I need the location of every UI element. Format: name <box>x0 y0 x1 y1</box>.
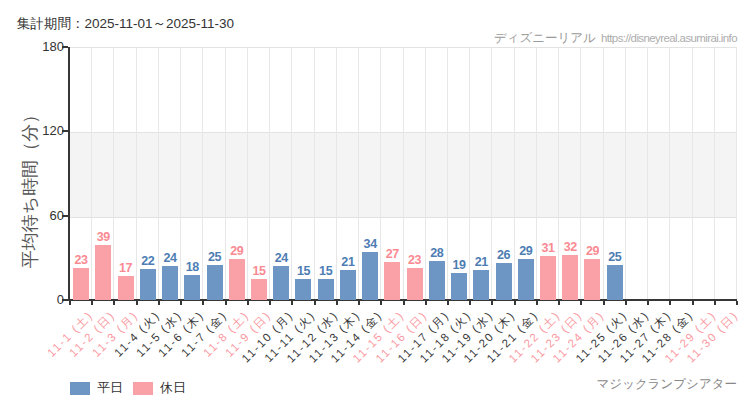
attraction-name: マジックランプシアター <box>597 376 737 393</box>
y-tick-label: 60 <box>0 208 64 223</box>
x-tick <box>247 301 249 305</box>
band-60-120 <box>70 132 737 216</box>
y-tick-label: 120 <box>0 123 64 138</box>
x-tick <box>491 301 493 305</box>
x-tick <box>514 301 516 305</box>
bar-11-23 <box>562 255 578 300</box>
bar-11-18 <box>451 273 467 300</box>
bar-11-6 <box>184 275 200 300</box>
x-tick <box>603 301 605 305</box>
v-gridline <box>514 48 515 301</box>
v-gridline <box>380 48 381 301</box>
bar-11-3 <box>118 276 134 300</box>
bar-11-4 <box>140 269 156 300</box>
period-title: 集計期間：2025-11-01～2025-11-30 <box>17 15 234 33</box>
bar-11-24 <box>584 259 600 300</box>
bar-value-label: 25 <box>598 250 632 264</box>
x-tick <box>113 301 115 305</box>
holiday-color-swatch <box>133 382 153 395</box>
x-tick <box>669 301 671 305</box>
bar-11-9 <box>251 279 267 300</box>
legend-weekday-label: 平日 <box>97 379 123 397</box>
x-tick <box>69 301 71 305</box>
v-gridline <box>714 48 715 301</box>
weekday-color-swatch <box>70 382 90 395</box>
legend-item-holiday: 休日 <box>133 379 186 397</box>
wait-time-chart-page: 集計期間：2025-11-01～2025-11-30 ディズニーリアル http… <box>0 0 750 410</box>
x-tick <box>202 301 204 305</box>
v-gridline <box>692 48 693 301</box>
x-tick <box>469 301 471 305</box>
v-gridline <box>580 48 581 301</box>
bar-11-7 <box>207 265 223 300</box>
x-tick <box>358 301 360 305</box>
bar-11-1 <box>73 268 89 300</box>
v-gridline <box>736 48 737 301</box>
v-gridline <box>558 48 559 301</box>
watermark: ディズニーリアル https://disneyreal.asumirai.inf… <box>494 30 737 47</box>
x-tick <box>225 301 227 305</box>
bar-11-20 <box>496 263 512 300</box>
v-gridline <box>536 48 537 301</box>
legend: 平日 休日 <box>70 379 196 397</box>
site-name: ディズニーリアル <box>494 30 596 47</box>
v-gridline <box>647 48 648 301</box>
y-tick-label: 0 <box>0 292 64 307</box>
bar-11-12 <box>318 279 334 300</box>
x-tick <box>625 301 627 305</box>
bar-11-19 <box>473 270 489 300</box>
x-tick <box>403 301 405 305</box>
bar-11-11 <box>295 279 311 300</box>
x-tick <box>91 301 93 305</box>
bar-value-label: 39 <box>86 230 120 244</box>
bar-value-label: 21 <box>331 255 365 269</box>
y-tick-label: 180 <box>0 39 64 54</box>
v-gridline <box>669 48 670 301</box>
x-tick <box>380 301 382 305</box>
legend-item-weekday: 平日 <box>70 379 123 397</box>
bar-value-label: 23 <box>64 253 98 267</box>
x-tick <box>536 301 538 305</box>
bar-11-22 <box>540 256 556 300</box>
x-tick <box>180 301 182 305</box>
x-tick <box>425 301 427 305</box>
bar-11-15 <box>384 262 400 300</box>
x-tick <box>447 301 449 305</box>
h-gridline <box>70 217 737 218</box>
x-tick <box>647 301 649 305</box>
bar-11-21 <box>518 259 534 300</box>
bar-11-16 <box>407 268 423 300</box>
x-tick <box>158 301 160 305</box>
x-tick <box>558 301 560 305</box>
site-url: https://disneyreal.asumirai.info <box>601 32 737 44</box>
bar-value-label: 29 <box>220 244 254 258</box>
x-tick <box>291 301 293 305</box>
x-tick <box>269 301 271 305</box>
x-tick <box>580 301 582 305</box>
legend-holiday-label: 休日 <box>160 379 186 397</box>
bar-11-13 <box>340 270 356 300</box>
x-tick <box>736 301 738 305</box>
x-tick <box>714 301 716 305</box>
x-tick <box>136 301 138 305</box>
h-gridline <box>70 132 737 133</box>
bar-11-25 <box>607 265 623 300</box>
x-tick <box>314 301 316 305</box>
x-tick <box>336 301 338 305</box>
x-tick <box>692 301 694 305</box>
bar-value-label: 15 <box>242 264 276 278</box>
